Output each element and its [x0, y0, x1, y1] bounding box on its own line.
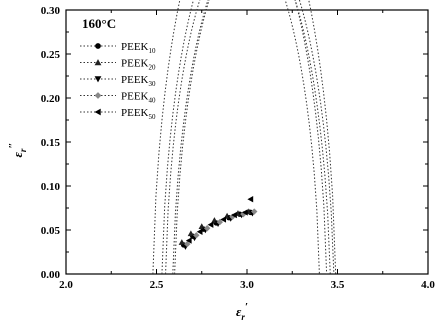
legend-marker [94, 108, 101, 116]
y-tick-labels: 0.00 0.05 0.10 0.15 0.20 0.25 0.30 [41, 5, 61, 281]
data-point-PEEK40 [216, 218, 224, 226]
data-point-PEEK40 [251, 208, 258, 215]
data-point-PEEK20 [187, 230, 195, 237]
legend-label: PEEK50 [121, 107, 156, 121]
data-point-PEEK50 [207, 221, 214, 228]
data-point-PEEK40 [203, 225, 211, 232]
legend-label: PEEK20 [121, 58, 156, 72]
y-axis-title-sub: r [18, 148, 28, 152]
legend: PEEK10 PEEK20 PEEK30 PEEK40 PEEK50 [80, 41, 156, 121]
y-tick-label: 0.00 [41, 269, 61, 281]
y-axis-title: εr″ [7, 143, 28, 158]
data-point-PEEK20 [178, 239, 186, 245]
legend-label: PEEK30 [121, 74, 156, 88]
fit-curve-PEEK50 [152, 0, 337, 275]
fit-curve-PEEK40 [174, 0, 335, 275]
data-point-PEEK50 [185, 237, 192, 244]
fit-curve-PEEK20 [161, 0, 328, 275]
x-axis-title: εr′ [236, 301, 248, 322]
legend-marker [95, 43, 101, 49]
legend-label: PEEK40 [121, 91, 156, 105]
data-point-PEEK50 [220, 216, 227, 223]
fit-curves [152, 0, 337, 275]
y-axis-title-base: ε [10, 151, 25, 157]
data-point-PEEK50 [196, 228, 203, 235]
y-tick-label: 0.20 [41, 93, 61, 105]
data-point-PEEK40 [184, 240, 191, 248]
data-point-PEEK40 [193, 232, 200, 239]
fit-curve-PEEK10 [165, 0, 320, 275]
fit-curve-PEEK30 [172, 0, 331, 275]
legend-marker [94, 76, 102, 83]
axis-ticks [65, 9, 429, 275]
y-axis-title-prime: ″ [7, 143, 19, 149]
legend-marker [94, 92, 102, 99]
data-point-PEEK50 [247, 196, 254, 203]
legend-marker [94, 59, 102, 66]
data-point-PEEK50 [231, 211, 237, 219]
y-tick-label: 0.15 [41, 137, 61, 149]
x-tick-label: 2.0 [59, 279, 73, 291]
x-tick-label: 3.0 [240, 279, 254, 291]
x-tick-label: 3.5 [331, 279, 345, 291]
x-axis-title-base: ε [236, 304, 242, 319]
y-tick-label: 0.05 [41, 225, 61, 237]
x-axis-title-sub: r [241, 312, 245, 322]
x-tick-label: 2.5 [150, 279, 164, 291]
x-tick-labels: 2.0 2.5 3.0 3.5 4.0 [59, 279, 435, 291]
data-point-PEEK50 [241, 209, 248, 216]
x-tick-label: 4.0 [421, 279, 435, 291]
y-tick-label: 0.25 [41, 49, 61, 61]
y-tick-label: 0.10 [41, 181, 61, 193]
legend-label: PEEK10 [121, 41, 156, 55]
panel-label: 160°C [82, 16, 116, 31]
y-tick-label: 0.30 [41, 5, 61, 17]
x-axis-title-prime: ′ [245, 301, 248, 313]
data-markers [178, 196, 258, 250]
